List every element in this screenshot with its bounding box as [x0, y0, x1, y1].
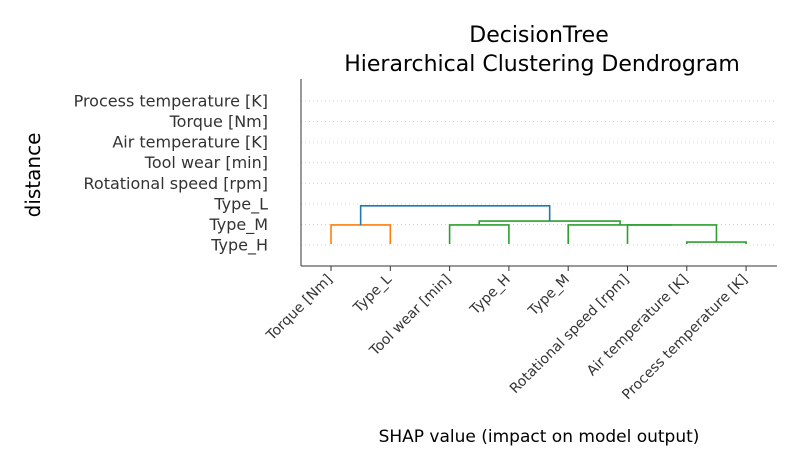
y-tick-label: Torque [Nm]: [169, 112, 268, 131]
x-tick-label: Torque [Nm]: [263, 272, 336, 345]
dendrogram-link: [330, 224, 392, 244]
y-tick-label: Air temperature [K]: [112, 133, 268, 152]
dendrogram-link: [567, 224, 672, 244]
dendrogram-link: [359, 205, 551, 225]
x-tick-label: Process temperature [K]: [619, 272, 751, 404]
y-axis-label: distance: [21, 133, 45, 218]
dendrogram-links: [330, 205, 747, 244]
y-tick-label: Type_L: [213, 194, 268, 214]
y-tick-label: Type_H: [210, 235, 268, 255]
x-tick-label: Type_H: [467, 272, 514, 319]
y-tick-label: Tool wear [min]: [144, 153, 268, 172]
x-tick-label: Type_L: [350, 271, 395, 316]
y-tick-label: Process temperature [K]: [74, 92, 268, 111]
axes: [300, 79, 777, 267]
dendrogram-link: [448, 224, 510, 244]
dendrogram-link: [626, 224, 718, 244]
dendrogram-link: [686, 241, 747, 244]
x-tick-label: Rotational speed [rpm]: [507, 272, 632, 397]
grid-lines: [301, 100, 777, 246]
chart-title-line1: DecisionTree: [469, 23, 609, 48]
chart-title-line2: Hierarchical Clustering Dendrogram: [344, 52, 740, 77]
y-tick-label: Type_M: [208, 215, 268, 235]
y-tick-labels: Process temperature [K]Torque [Nm] Air te…: [74, 92, 269, 256]
x-tick-label: Air temperature [K]: [584, 272, 692, 380]
y-tick-label: Rotational speed [rpm]: [84, 174, 268, 193]
x-tick-label: Type_M: [525, 272, 573, 320]
x-axis-label: SHAP value (impact on model output): [379, 427, 700, 447]
